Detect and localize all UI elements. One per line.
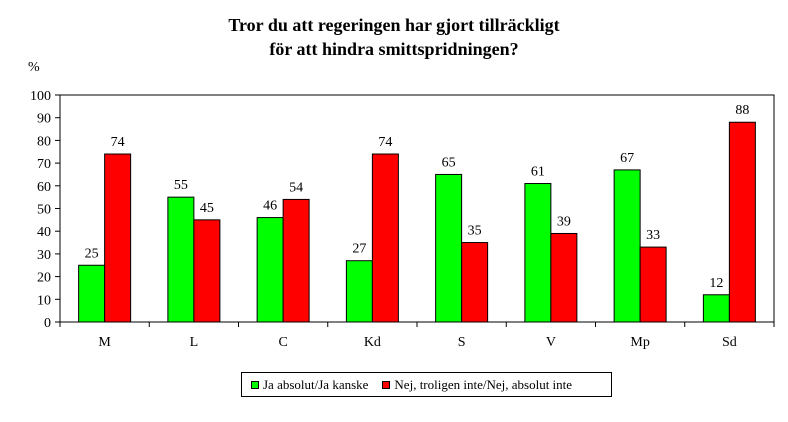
data-label: 39 (557, 214, 571, 229)
y-tick-label: 70 (37, 157, 51, 172)
bar-ja (435, 173, 463, 323)
y-tick-label: 60 (37, 180, 51, 195)
data-label: 67 (620, 151, 634, 166)
bar-nej (461, 242, 489, 323)
x-tick-label: S (458, 335, 466, 350)
bar-ja (256, 217, 284, 323)
legend: Ja absolut/Ja kanske Nej, troligen inte/… (241, 372, 612, 397)
legend-item-series-1: Ja absolut/Ja kanske (251, 377, 368, 393)
data-label: 74 (111, 135, 125, 150)
x-tick-label: Sd (722, 335, 737, 350)
data-label: 55 (174, 178, 188, 193)
data-label: 33 (646, 228, 660, 243)
data-label: 35 (468, 224, 482, 239)
data-label: 74 (378, 135, 392, 150)
x-tick-label: V (546, 335, 556, 350)
bar-nej (728, 121, 756, 323)
legend-label-series-1: Ja absolut/Ja kanske (263, 376, 369, 392)
legend-swatch-series-2 (382, 380, 391, 389)
x-tick-label: M (98, 335, 111, 350)
legend-swatch-series-1 (251, 380, 259, 389)
x-tick-label: Kd (364, 335, 381, 350)
data-label: 54 (289, 180, 303, 195)
bar-ja (702, 294, 730, 323)
legend-label-series-2: Nej, troligen inte/Nej, absolut inte (394, 376, 573, 392)
data-label: 65 (442, 155, 456, 170)
bar-ja (78, 264, 106, 323)
chart-title-line-2: för att hindra smittspridningen? (269, 39, 519, 59)
bar-ja (613, 169, 641, 323)
bar-nej (371, 153, 399, 323)
x-tick-label: L (190, 335, 199, 350)
chart-title-line-1: Tror du att regeringen har gjort tillräc… (228, 15, 560, 35)
x-tick-label: Mp (630, 335, 649, 350)
bar-nej (550, 232, 578, 323)
data-label: 12 (709, 276, 723, 291)
plot-frame (59, 94, 775, 323)
y-axis-unit-label: % (28, 60, 40, 75)
y-tick-label: 80 (37, 134, 51, 149)
data-label: 25 (85, 246, 99, 261)
y-tick-label: 90 (37, 112, 51, 127)
y-tick-label: 30 (37, 248, 51, 263)
bar-nej (282, 198, 310, 323)
bar-ja (167, 196, 195, 323)
bar-nej (193, 219, 221, 323)
bar-ja (524, 183, 552, 323)
y-tick-label: 0 (44, 316, 51, 331)
data-label: 61 (531, 165, 545, 180)
y-tick-label: 50 (37, 203, 51, 218)
data-label: 27 (352, 242, 366, 257)
data-label: 46 (263, 199, 277, 214)
bar-ja (345, 260, 373, 323)
y-tick-label: 10 (37, 293, 51, 308)
bar-nej (639, 246, 667, 323)
y-tick-label: 100 (30, 89, 51, 104)
data-label: 45 (200, 201, 214, 216)
y-tick-label: 40 (37, 225, 51, 240)
x-tick-label: C (278, 335, 287, 350)
legend-item-series-2: Nej, troligen inte/Nej, absolut inte (382, 377, 572, 393)
y-tick-label: 20 (37, 271, 51, 286)
bar-nej (104, 153, 132, 323)
data-label: 88 (735, 103, 749, 118)
